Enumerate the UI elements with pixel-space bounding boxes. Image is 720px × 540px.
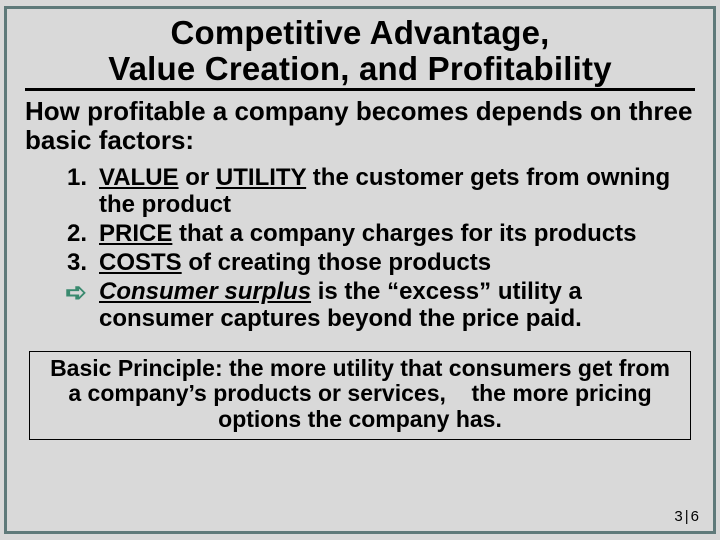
arrow-icon: ➪ (59, 279, 99, 305)
point-marker: 3. (59, 250, 99, 277)
point-row: 3.COSTS of creating those products (59, 250, 687, 277)
slide-frame: Competitive Advantage, Value Creation, a… (4, 6, 716, 534)
page-number: 3|6 (674, 508, 699, 525)
point-row: ➪Consumer surplus is the “excess” utilit… (59, 279, 687, 333)
point-row: 2.PRICE that a company charges for its p… (59, 221, 687, 248)
principle-box: Basic Principle: the more utility that c… (29, 351, 691, 440)
principle-box-wrap: Basic Principle: the more utility that c… (29, 351, 691, 440)
point-body: COSTS of creating those products (99, 250, 687, 277)
point-body: Consumer surplus is the “excess” utility… (99, 279, 687, 333)
slide-title: Competitive Advantage, Value Creation, a… (25, 15, 695, 91)
point-row: 1.VALUE or UTILITY the customer gets fro… (59, 165, 687, 219)
points-list: 1.VALUE or UTILITY the customer gets fro… (59, 165, 687, 332)
title-line-2: Value Creation, and Profitability (108, 50, 612, 87)
page-total: 6 (691, 508, 699, 525)
page-separator: | (683, 508, 691, 525)
page-current: 3 (674, 508, 682, 525)
lead-text: How profitable a company becomes depends… (25, 97, 695, 155)
point-marker: 1. (59, 165, 99, 192)
point-body: PRICE that a company charges for its pro… (99, 221, 687, 248)
point-body: VALUE or UTILITY the customer gets from … (99, 165, 687, 219)
point-marker: 2. (59, 221, 99, 248)
title-line-1: Competitive Advantage, (170, 14, 549, 51)
